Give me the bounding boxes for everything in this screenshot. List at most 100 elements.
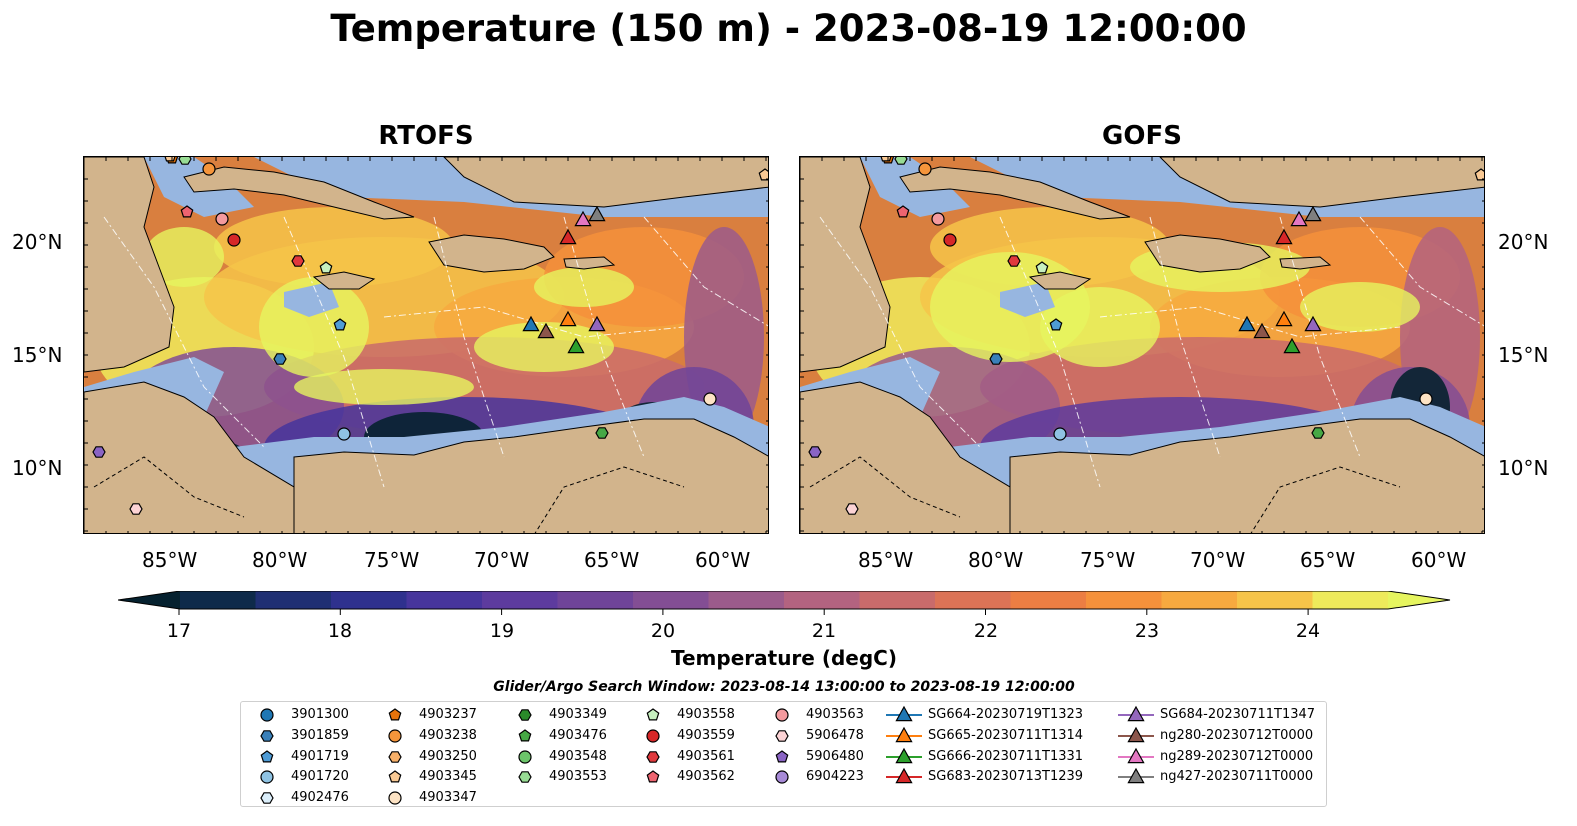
circle-marker-icon [775,770,789,784]
map-panel-rtofs[interactable] [83,156,769,534]
legend-label: 4903558 [677,707,735,722]
triangle-marker-icon [886,747,922,763]
land-bahamas-region [1159,157,1484,208]
eez-boundary [999,216,1101,488]
colorbar-tick-label: 20 [650,620,676,642]
lat-tick: 10°N [1498,456,1549,480]
legend-label: 5906478 [806,727,864,743]
hexagon-marker-icon [388,750,402,763]
glider-marker [574,210,592,227]
legend-marker [895,705,913,722]
legend-marker [1127,726,1145,742]
legend-item: 4901719 [247,747,349,767]
legend-marker [646,729,660,743]
colorbar-tick-label: 19 [489,620,515,642]
eez-boundary [1149,216,1221,458]
legend: 3901300 3901859 4901719 4901720 4902476 49032… [240,701,1327,807]
legend-label: 4903562 [677,769,735,785]
legend-item: SG666-20230711T1331 [884,747,1083,767]
argo-float-marker [880,157,892,162]
lon-tick: 75°W [364,548,420,572]
shelf-pedro-bank [284,282,339,317]
argo-float-marker [178,157,192,165]
hexagon-marker-icon [260,729,274,742]
colorbar-segment [859,591,936,609]
country-border [534,466,685,533]
panel-title-gofs: GOFS [1102,121,1182,151]
legend-label: ng289-20230712T0000 [1160,748,1314,764]
legend-item: 4903349 [505,705,607,725]
argo-float-marker [1419,392,1433,406]
pentagon-marker-icon [518,729,532,742]
colorbar-tick-label: 24 [1295,620,1321,642]
legend-item: 6904223 [762,767,864,787]
legend-label: 4901719 [291,748,349,764]
legend-marker [775,770,789,784]
observation-markers [92,157,768,515]
colorbar [118,591,1451,615]
legend-marker [646,750,660,763]
legend-marker [260,729,274,742]
eez-boundary [1279,216,1361,458]
land-central-america-north [800,157,891,373]
land [84,157,768,533]
warm-core [1040,287,1160,367]
legend-marker [518,771,532,784]
legend-marker [646,708,660,721]
argo-float-marker [918,162,932,176]
legend-item: 4903476 [505,726,607,746]
frame-ticks [800,157,1484,533]
legend-item: 3901300 [247,705,349,725]
legend-label: ng427-20230711T0000 [1160,769,1314,785]
triangle-marker-icon [886,726,922,742]
lon-tick: 60°W [695,548,751,572]
glider-marker [1304,205,1322,222]
warm-core [474,322,614,372]
colorbar-segment [482,591,558,609]
legend-item: 4902476 [247,788,349,808]
legend-label: 4903238 [419,727,477,743]
glider-marker [1238,315,1256,332]
legend-label: 4903563 [806,707,864,722]
hexagon-marker-icon [260,792,274,804]
legend-label: 4903548 [549,748,607,764]
argo-float-marker [808,446,822,458]
map-panel-gofs[interactable] [799,156,1485,534]
legend-item: 4903238 [375,726,477,746]
lat-tick: 20°N [12,230,63,254]
argo-float-marker [129,503,143,515]
eez-boundary [819,216,981,448]
country-border [93,456,245,518]
lon-tick: 65°W [1300,548,1356,572]
lat-tick: 15°N [12,343,63,367]
lon-tick: 85°W [142,548,198,572]
argo-float-marker [202,162,216,176]
argo-float-marker [595,427,609,439]
legend-marker [775,749,789,763]
legend-label: 6904223 [806,769,864,785]
land-hispaniola [428,234,555,273]
argo-float-marker [273,353,287,365]
circle-marker-icon [260,770,274,784]
glider-marker [522,315,540,332]
pentagon-marker-icon [388,708,402,721]
lon-tick: 70°W [1190,548,1246,572]
legend-marker [260,708,274,722]
legend-item: 4903237 [375,705,477,725]
triangle-marker-icon [886,705,922,722]
lon-tick: 85°W [858,548,914,572]
land-bahamas-region [443,157,768,208]
hexagon-marker-icon [518,709,532,721]
warm-core [1300,282,1420,332]
glider-marker [567,337,585,354]
argo-float-marker [215,212,229,226]
legend-item: 4903347 [375,788,477,808]
legend-item: 5906478 [762,726,864,746]
legend-item: 4901720 [247,767,349,787]
glider-marker [588,315,606,332]
colorbar-segment [708,591,785,609]
glider-marker [1253,322,1271,339]
land-jamaica [312,271,376,290]
legend-item: 4903558 [633,705,735,725]
legend-item: ng289-20230712T0000 [1116,747,1313,767]
